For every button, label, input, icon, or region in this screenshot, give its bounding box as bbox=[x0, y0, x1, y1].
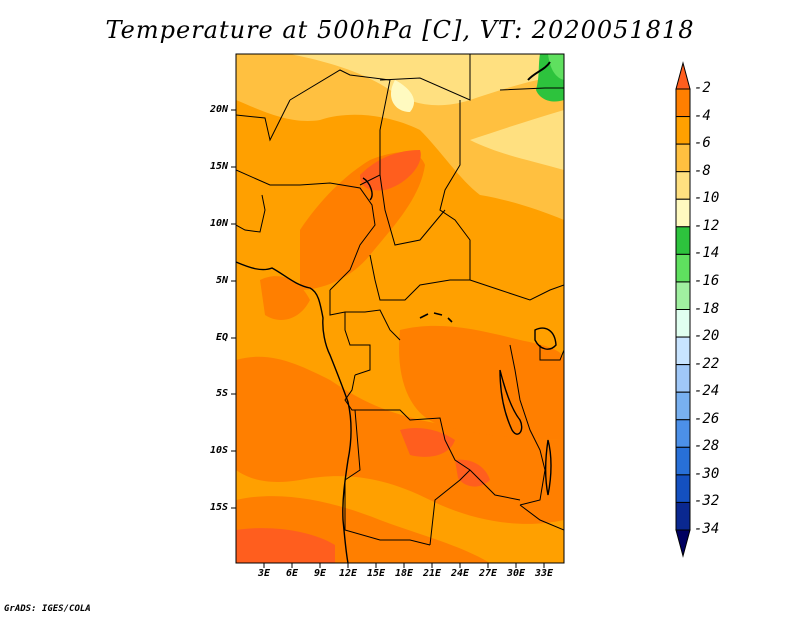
hot-spot-zambia bbox=[400, 428, 455, 457]
lon-label: 27E bbox=[478, 568, 498, 579]
lake-tanganyika bbox=[499, 369, 523, 435]
map-frame bbox=[235, 53, 565, 564]
lat-label: 15S bbox=[209, 502, 228, 513]
colorbar bbox=[675, 61, 691, 558]
lat-label: 20N bbox=[209, 104, 228, 115]
colorbar-band bbox=[675, 446, 691, 476]
border-sudan-south bbox=[469, 279, 564, 301]
warm-zone-congo bbox=[399, 325, 564, 440]
green-spot-light bbox=[548, 54, 564, 80]
colorbar-label: -30 bbox=[694, 465, 720, 482]
cooler-zone-north bbox=[290, 54, 564, 106]
border-nigeria bbox=[236, 169, 376, 291]
colorbar-band bbox=[675, 198, 691, 228]
lat-ticks bbox=[231, 109, 236, 509]
hot-spot-southwest bbox=[236, 528, 335, 563]
colorbar-band bbox=[675, 88, 691, 118]
colorbar-band bbox=[675, 309, 691, 338]
congo-river-lakes bbox=[419, 312, 453, 323]
lon-label: 15E bbox=[366, 568, 386, 579]
border-egypt-sudan bbox=[499, 87, 564, 91]
lat-label: EQ bbox=[215, 332, 228, 343]
colorbar-label: -34 bbox=[694, 521, 720, 537]
border-chad-car bbox=[379, 174, 446, 246]
lake-chad bbox=[362, 177, 373, 201]
lon-label: 18E bbox=[394, 568, 414, 579]
colorbar-label: -16 bbox=[694, 272, 720, 289]
map-title: Temperature at 500hPa [C], VT: 202005181… bbox=[105, 16, 695, 44]
lon-label: 6E bbox=[285, 568, 299, 579]
colorbar-label: -12 bbox=[694, 217, 720, 234]
border-zambia-zimbabwe bbox=[519, 504, 564, 531]
country-borders bbox=[236, 54, 564, 546]
colorbar-label: -18 bbox=[694, 300, 720, 317]
lake-malawi bbox=[545, 439, 552, 496]
lat-label: 5N bbox=[215, 275, 228, 286]
border-cameroon-gabon bbox=[329, 290, 401, 341]
colorbar-label: -20 bbox=[694, 328, 720, 345]
colorbar-label: -24 bbox=[694, 383, 720, 400]
lat-label: 10N bbox=[209, 218, 228, 229]
warm-zone-gulf bbox=[260, 276, 310, 320]
colorbar-label: -2 bbox=[694, 80, 711, 96]
border-gabon-congo bbox=[344, 312, 371, 376]
lon-label: 21E bbox=[422, 568, 442, 579]
colorbar-band bbox=[675, 116, 691, 145]
colorbar-label: -28 bbox=[694, 438, 720, 455]
border-drc-east bbox=[509, 344, 546, 506]
border-car-south bbox=[369, 254, 470, 301]
lat-label: 10S bbox=[209, 445, 228, 456]
coastline bbox=[235, 261, 352, 564]
colorbar-band bbox=[675, 281, 691, 310]
lat-label: 5S bbox=[215, 388, 228, 399]
colorbar-band bbox=[675, 364, 691, 393]
colorbar-label: -22 bbox=[694, 355, 720, 372]
colorbar-band bbox=[675, 419, 691, 448]
lon-ticks bbox=[263, 563, 545, 568]
border-uganda bbox=[539, 345, 564, 361]
border-sudan-chad bbox=[439, 100, 471, 280]
lon-label: 3E bbox=[257, 568, 271, 579]
colorbar-band bbox=[675, 226, 691, 255]
lon-label: 24E bbox=[450, 568, 470, 579]
colorbar-cap-bottom bbox=[675, 529, 691, 558]
lake-victoria bbox=[534, 327, 557, 350]
colorbar-label: -8 bbox=[694, 162, 711, 179]
lon-label: 33E bbox=[534, 568, 554, 579]
coolest-spot-north bbox=[390, 80, 415, 112]
cooler-zone-northeast bbox=[470, 110, 564, 170]
colorbar-cap-top bbox=[675, 61, 691, 90]
colorbar-band bbox=[675, 474, 691, 503]
border-mali-niger bbox=[236, 99, 291, 142]
colorbar-band bbox=[675, 253, 691, 283]
colorbar-label: -26 bbox=[694, 410, 720, 427]
colorbar-band bbox=[675, 391, 691, 421]
colorbar-label: -14 bbox=[694, 245, 720, 262]
lon-label: 9E bbox=[313, 568, 327, 579]
border-drc-angola bbox=[344, 374, 521, 501]
border-zambia-angola bbox=[429, 469, 471, 546]
colorbar-label: -10 bbox=[694, 190, 720, 207]
colorbar-label: -32 bbox=[694, 493, 720, 510]
temperature-field bbox=[236, 54, 564, 563]
colorbar-label: -4 bbox=[694, 107, 711, 124]
hot-spot-north bbox=[360, 150, 421, 191]
lon-label: 30E bbox=[506, 568, 526, 579]
lat-label: 15N bbox=[209, 161, 228, 172]
colorbar-label: -6 bbox=[694, 135, 711, 152]
colorbar-band bbox=[675, 501, 691, 531]
lon-label: 12E bbox=[338, 568, 358, 579]
border-westafrica bbox=[236, 194, 266, 233]
colorbar-band bbox=[675, 171, 691, 200]
credit-text: GrADS: IGES/COLA bbox=[4, 604, 91, 614]
colorbar-band bbox=[675, 336, 691, 366]
border-angola-namibia bbox=[344, 409, 431, 546]
nile-river bbox=[527, 61, 551, 81]
colorbar-band bbox=[675, 143, 691, 173]
